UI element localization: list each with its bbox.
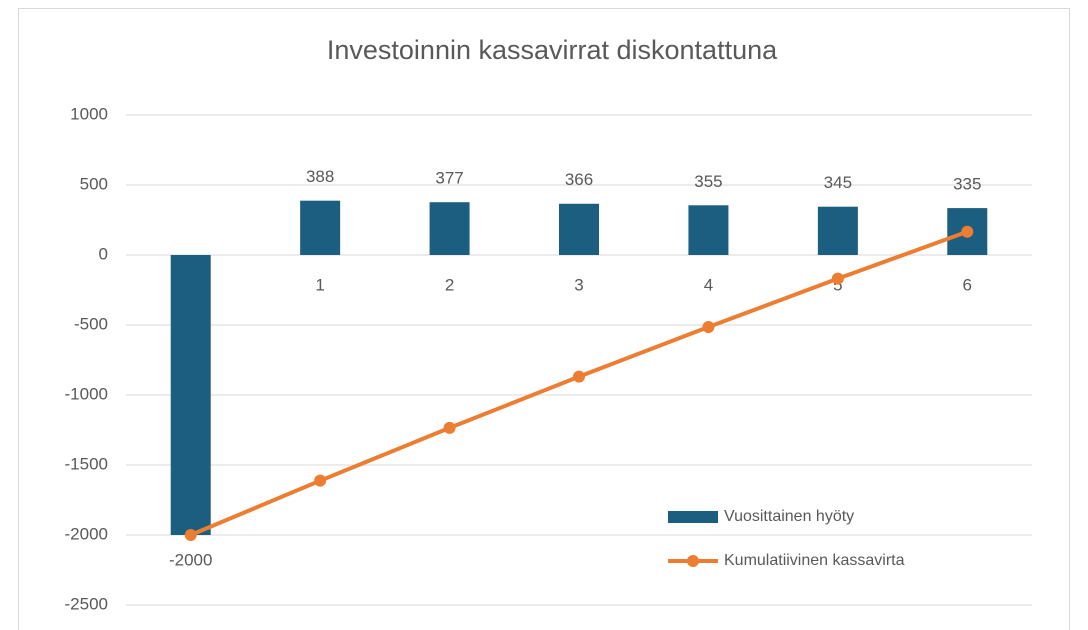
bar: [817, 206, 858, 255]
data-label: 377: [435, 169, 463, 188]
y-tick-label: -1500: [65, 454, 108, 473]
y-tick-label: -2000: [65, 524, 108, 543]
data-label: 335: [953, 175, 981, 194]
marker: [831, 272, 844, 285]
y-tick-label: -2500: [65, 594, 108, 613]
legend-swatch: [687, 555, 699, 567]
x-tick-label: 4: [704, 275, 713, 294]
x-tick-label: 5: [833, 275, 842, 294]
marker: [443, 421, 456, 434]
bar: [429, 202, 470, 255]
y-tick-label: 1000: [70, 104, 108, 123]
marker: [184, 529, 197, 541]
y-tick-label: -500: [74, 314, 108, 333]
data-label: 388: [306, 167, 334, 186]
bar: [688, 205, 729, 255]
bar: [559, 203, 599, 255]
data-label: 355: [694, 172, 722, 191]
marker: [702, 320, 715, 333]
x-tick-label: 1: [315, 275, 324, 294]
legend-swatch: [668, 511, 718, 523]
chart-title: Investoinnin kassavirrat diskontattuna: [327, 35, 778, 65]
marker: [573, 370, 585, 383]
legend-label: Kumulatiivinen kassavirta: [724, 552, 905, 569]
data-label: -2000: [169, 550, 212, 569]
bar: [170, 255, 211, 535]
marker: [961, 225, 974, 238]
y-tick-label: 500: [80, 174, 108, 193]
x-tick-label: 6: [963, 275, 972, 294]
data-label: 345: [824, 173, 852, 192]
bar: [300, 200, 341, 255]
y-tick-label: -1000: [65, 384, 108, 403]
marker: [314, 474, 327, 487]
x-tick-label: 3: [574, 275, 583, 294]
data-label: 366: [565, 170, 593, 189]
legend-label: Vuosittainen hyöty: [724, 508, 854, 525]
y-tick-label: 0: [99, 244, 108, 263]
x-tick-label: 2: [445, 275, 454, 294]
